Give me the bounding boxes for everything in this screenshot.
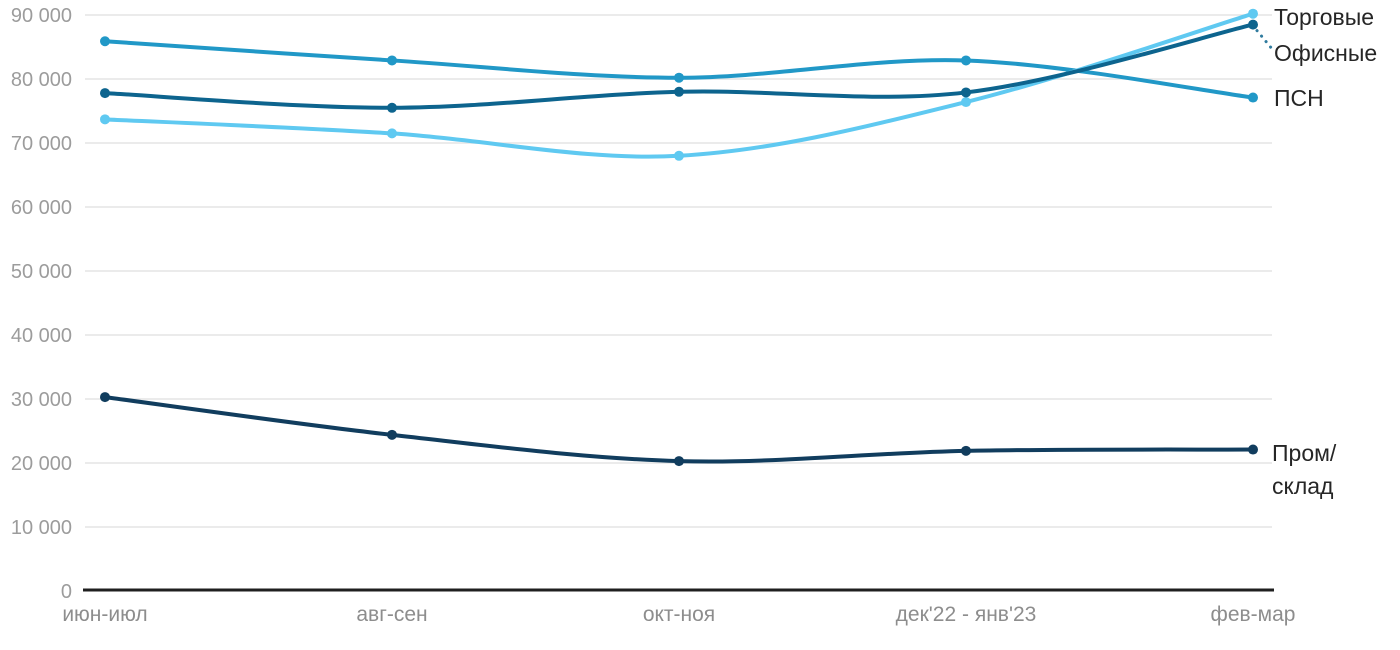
data-point-prom_sklad-4 (1248, 444, 1258, 455)
y-axis-tick-label: 80 000 (11, 69, 72, 91)
x-axis-tick-label: авг-сен (356, 603, 427, 626)
data-point-prom_sklad-3 (961, 445, 971, 456)
y-axis-tick-label: 0 (61, 581, 72, 603)
y-axis-tick-label: 50 000 (11, 261, 72, 283)
data-point-ofisnye-3 (961, 87, 971, 98)
x-axis-tick-label: июн-июл (62, 603, 147, 626)
y-axis-tick-label: 40 000 (11, 325, 72, 347)
data-point-ofisnye-0 (100, 88, 110, 99)
y-axis-tick-label: 30 000 (11, 389, 72, 411)
data-point-prom_sklad-2 (674, 456, 684, 467)
data-point-psn-2 (674, 72, 684, 83)
data-point-torgovye-3 (961, 97, 971, 108)
data-point-psn-3 (961, 55, 971, 66)
data-point-ofisnye-4 (1248, 19, 1258, 30)
data-point-prom_sklad-0 (100, 392, 110, 403)
y-axis-tick-label: 60 000 (11, 197, 72, 219)
legend-label-prom-sklad: Пром/склад (1272, 440, 1337, 499)
data-point-psn-0 (100, 36, 110, 47)
x-axis-tick-label: окт-ноя (643, 603, 715, 626)
legend-leader-line (1255, 29, 1273, 50)
data-point-prom_sklad-1 (387, 429, 397, 440)
legend-label-ofisnye: Офисные (1274, 40, 1378, 66)
data-point-torgovye-2 (674, 150, 684, 161)
y-axis-tick-label: 90 000 (11, 5, 72, 27)
x-axis-tick-label: дек'22 - янв'23 (896, 603, 1037, 626)
series-line-torgovye (103, 11, 1255, 159)
data-point-psn-1 (387, 55, 397, 66)
data-point-ofisnye-2 (674, 86, 684, 97)
data-point-ofisnye-1 (387, 102, 397, 113)
y-axis-tick-label: 10 000 (11, 517, 72, 539)
y-axis-tick-label: 70 000 (11, 133, 72, 155)
data-point-torgovye-4 (1248, 8, 1258, 19)
legend-label-psn: ПСН (1274, 85, 1324, 111)
x-axis-tick-label: фев-мар (1211, 603, 1296, 626)
data-point-psn-4 (1248, 92, 1258, 103)
data-point-torgovye-1 (387, 128, 397, 139)
series-line-prom_sklad (103, 395, 1255, 464)
y-axis-tick-label: 20 000 (11, 453, 72, 475)
data-point-torgovye-0 (100, 114, 110, 125)
legend-label-torgovye: Торговые (1274, 4, 1375, 30)
